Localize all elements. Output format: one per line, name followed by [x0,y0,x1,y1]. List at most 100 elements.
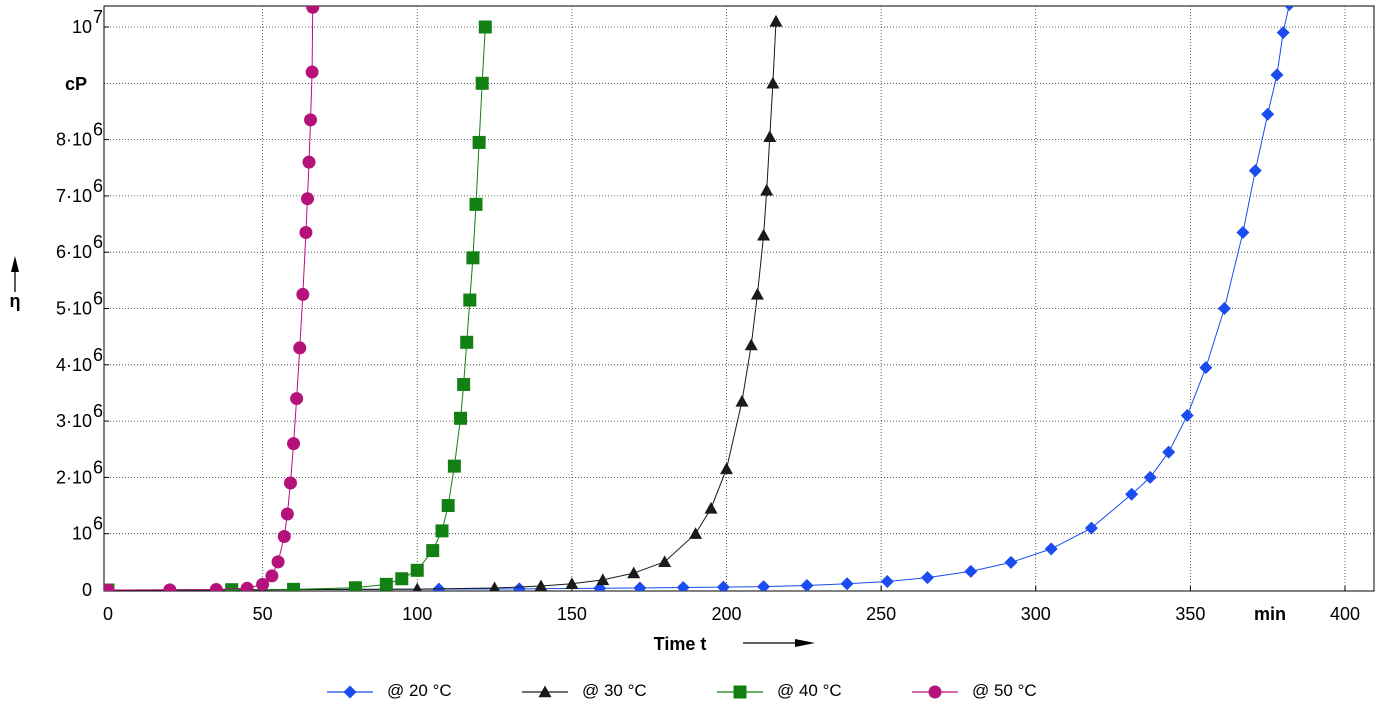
data-point [1261,107,1275,121]
legend-label: @ 50 °C [972,681,1037,700]
data-point [466,251,480,265]
x-tick-label: 400 [1330,604,1360,624]
data-point [880,575,894,589]
x-tick-label: 0 [103,604,113,624]
legend-label: @ 20 °C [387,681,452,700]
data-point [596,573,610,586]
data-point [410,563,424,577]
y-tick-label: 4·10 [56,355,92,375]
y-tick-exponent: 6 [93,457,103,477]
data-point [293,341,307,355]
y-tick-label: 6·10 [56,242,92,262]
data-point [209,583,223,591]
data-point [472,135,486,149]
data-point [305,65,319,79]
data-point [565,577,579,590]
data-point [280,507,294,521]
data-point [1004,555,1018,569]
data-point [469,197,483,211]
data-point [1125,487,1139,501]
y-axis-arrow [11,256,19,292]
data-point [1044,542,1058,556]
legend-swatch [327,685,373,699]
data-point [1270,68,1284,82]
data-point [478,20,492,34]
y-tick-label: 10 [72,17,92,37]
data-point [760,183,774,196]
data-point [225,583,239,591]
data-point [766,76,780,89]
data-point [163,583,177,591]
data-point [475,76,489,90]
x-tick-label: 100 [402,604,432,624]
data-point [1084,521,1098,535]
data-point [426,544,440,558]
data-point [463,293,477,307]
legend-swatch [717,685,763,699]
x-axis-unit: min [1254,604,1286,624]
data-point [757,580,771,591]
data-point [441,499,455,513]
data-point [627,566,641,579]
x-tick-label: 150 [557,604,587,624]
data-point [763,130,777,142]
data-point [1162,445,1176,459]
data-point [512,582,526,591]
legend-marker [538,685,552,698]
y-tick-exponent: 6 [93,345,103,365]
data-point [800,578,814,591]
data-point [1276,26,1290,40]
data-point [300,192,314,206]
x-tick-label: 250 [866,604,896,624]
y-tick-label: 7·10 [56,186,92,206]
series-line [107,6,1290,591]
y-tick-label: 5·10 [56,299,92,319]
data-point [720,462,733,475]
data-point [735,394,749,407]
data-point [1217,302,1231,315]
series-line [107,7,314,591]
data-point [658,555,672,568]
x-tick-label: 350 [1175,604,1205,624]
data-point [593,581,607,591]
series-circle [104,6,320,591]
chart-area: 0 50 100 150 200 250 300 350 400 010 62·10 63·10 64… [10,5,1375,654]
data-point [1248,164,1262,178]
data-point [412,582,422,591]
data-point [290,392,304,406]
legend-item: @ 50 °C [910,680,1070,704]
y-tick-label: 2·10 [56,467,92,487]
legend-marker [733,685,747,699]
data-point [277,530,291,544]
y-tick-label: 10 [72,524,92,544]
y-tick-exponent: 6 [93,514,103,534]
data-point [964,564,978,578]
data-point [256,577,270,591]
grid-lines [104,6,1374,591]
data-point [716,580,730,591]
x-axis-arrow [743,639,815,647]
series-layer [104,6,1295,591]
data-point [287,437,301,451]
data-point [302,155,316,169]
x-tick-label: 300 [1021,604,1051,624]
data-point [769,14,783,27]
data-point [1236,225,1250,239]
data-point [454,411,468,425]
data-point [299,225,313,239]
legend-marker [343,685,357,699]
x-tick-label: 200 [711,604,741,624]
data-point [240,581,254,591]
data-point [435,524,449,538]
plot-frame [103,5,1375,592]
legend-marker [928,685,942,699]
data-point [283,476,297,490]
legend-swatch [522,685,568,698]
data-point [460,335,474,349]
series-square [104,20,492,591]
y-tick-exponent: 6 [93,401,103,421]
data-point [104,583,115,591]
data-point [1199,361,1213,375]
y-tick-exponent: 6 [93,289,103,309]
